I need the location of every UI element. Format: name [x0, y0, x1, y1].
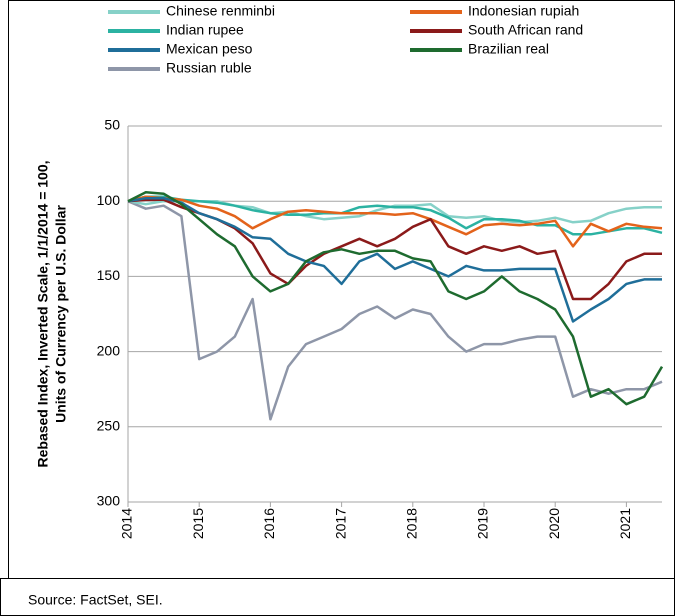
x-tick-label: 2015 [190, 508, 206, 539]
y-tick-label: 150 [97, 267, 121, 283]
legend-label: Brazilian real [468, 41, 549, 57]
x-tick-label: 2014 [119, 508, 135, 539]
x-tick-label: 2020 [546, 508, 562, 539]
series-line [127, 196, 662, 323]
legend-label: Russian ruble [166, 60, 252, 76]
y-tick-label: 200 [97, 342, 121, 358]
legend-label: Mexican peso [166, 41, 253, 57]
x-tick-label: 2016 [261, 508, 277, 539]
series-line [127, 195, 663, 236]
y-label-line: Rebased Index, Inverted Scale, 1/1/2014 … [35, 160, 51, 467]
x-tick-label: 2019 [475, 508, 491, 539]
series-line [127, 200, 663, 421]
legend-label: Indonesian rupiah [468, 3, 579, 19]
y-tick-label: 100 [97, 192, 121, 208]
y-label-line: Units of Currency per U.S. Dollar [53, 205, 69, 423]
series-line [127, 195, 663, 248]
x-tick-label: 2017 [332, 508, 348, 539]
x-tick-label: 2021 [617, 508, 633, 539]
y-tick-label: 250 [97, 418, 121, 434]
series-line [127, 199, 662, 224]
source: Source: FactSet, SEI. [28, 592, 163, 608]
y-tick-label: 50 [104, 117, 120, 133]
series-line [127, 190, 664, 406]
legend-label: Indian rupee [166, 22, 244, 38]
legend-label: South African rand [468, 22, 583, 38]
y-tick-label: 300 [97, 493, 121, 509]
legend-label: Chinese renminbi [166, 3, 275, 19]
y-label: Rebased Index, Inverted Scale, 1/1/2014 … [35, 160, 69, 467]
x-tick-label: 2018 [404, 508, 420, 539]
